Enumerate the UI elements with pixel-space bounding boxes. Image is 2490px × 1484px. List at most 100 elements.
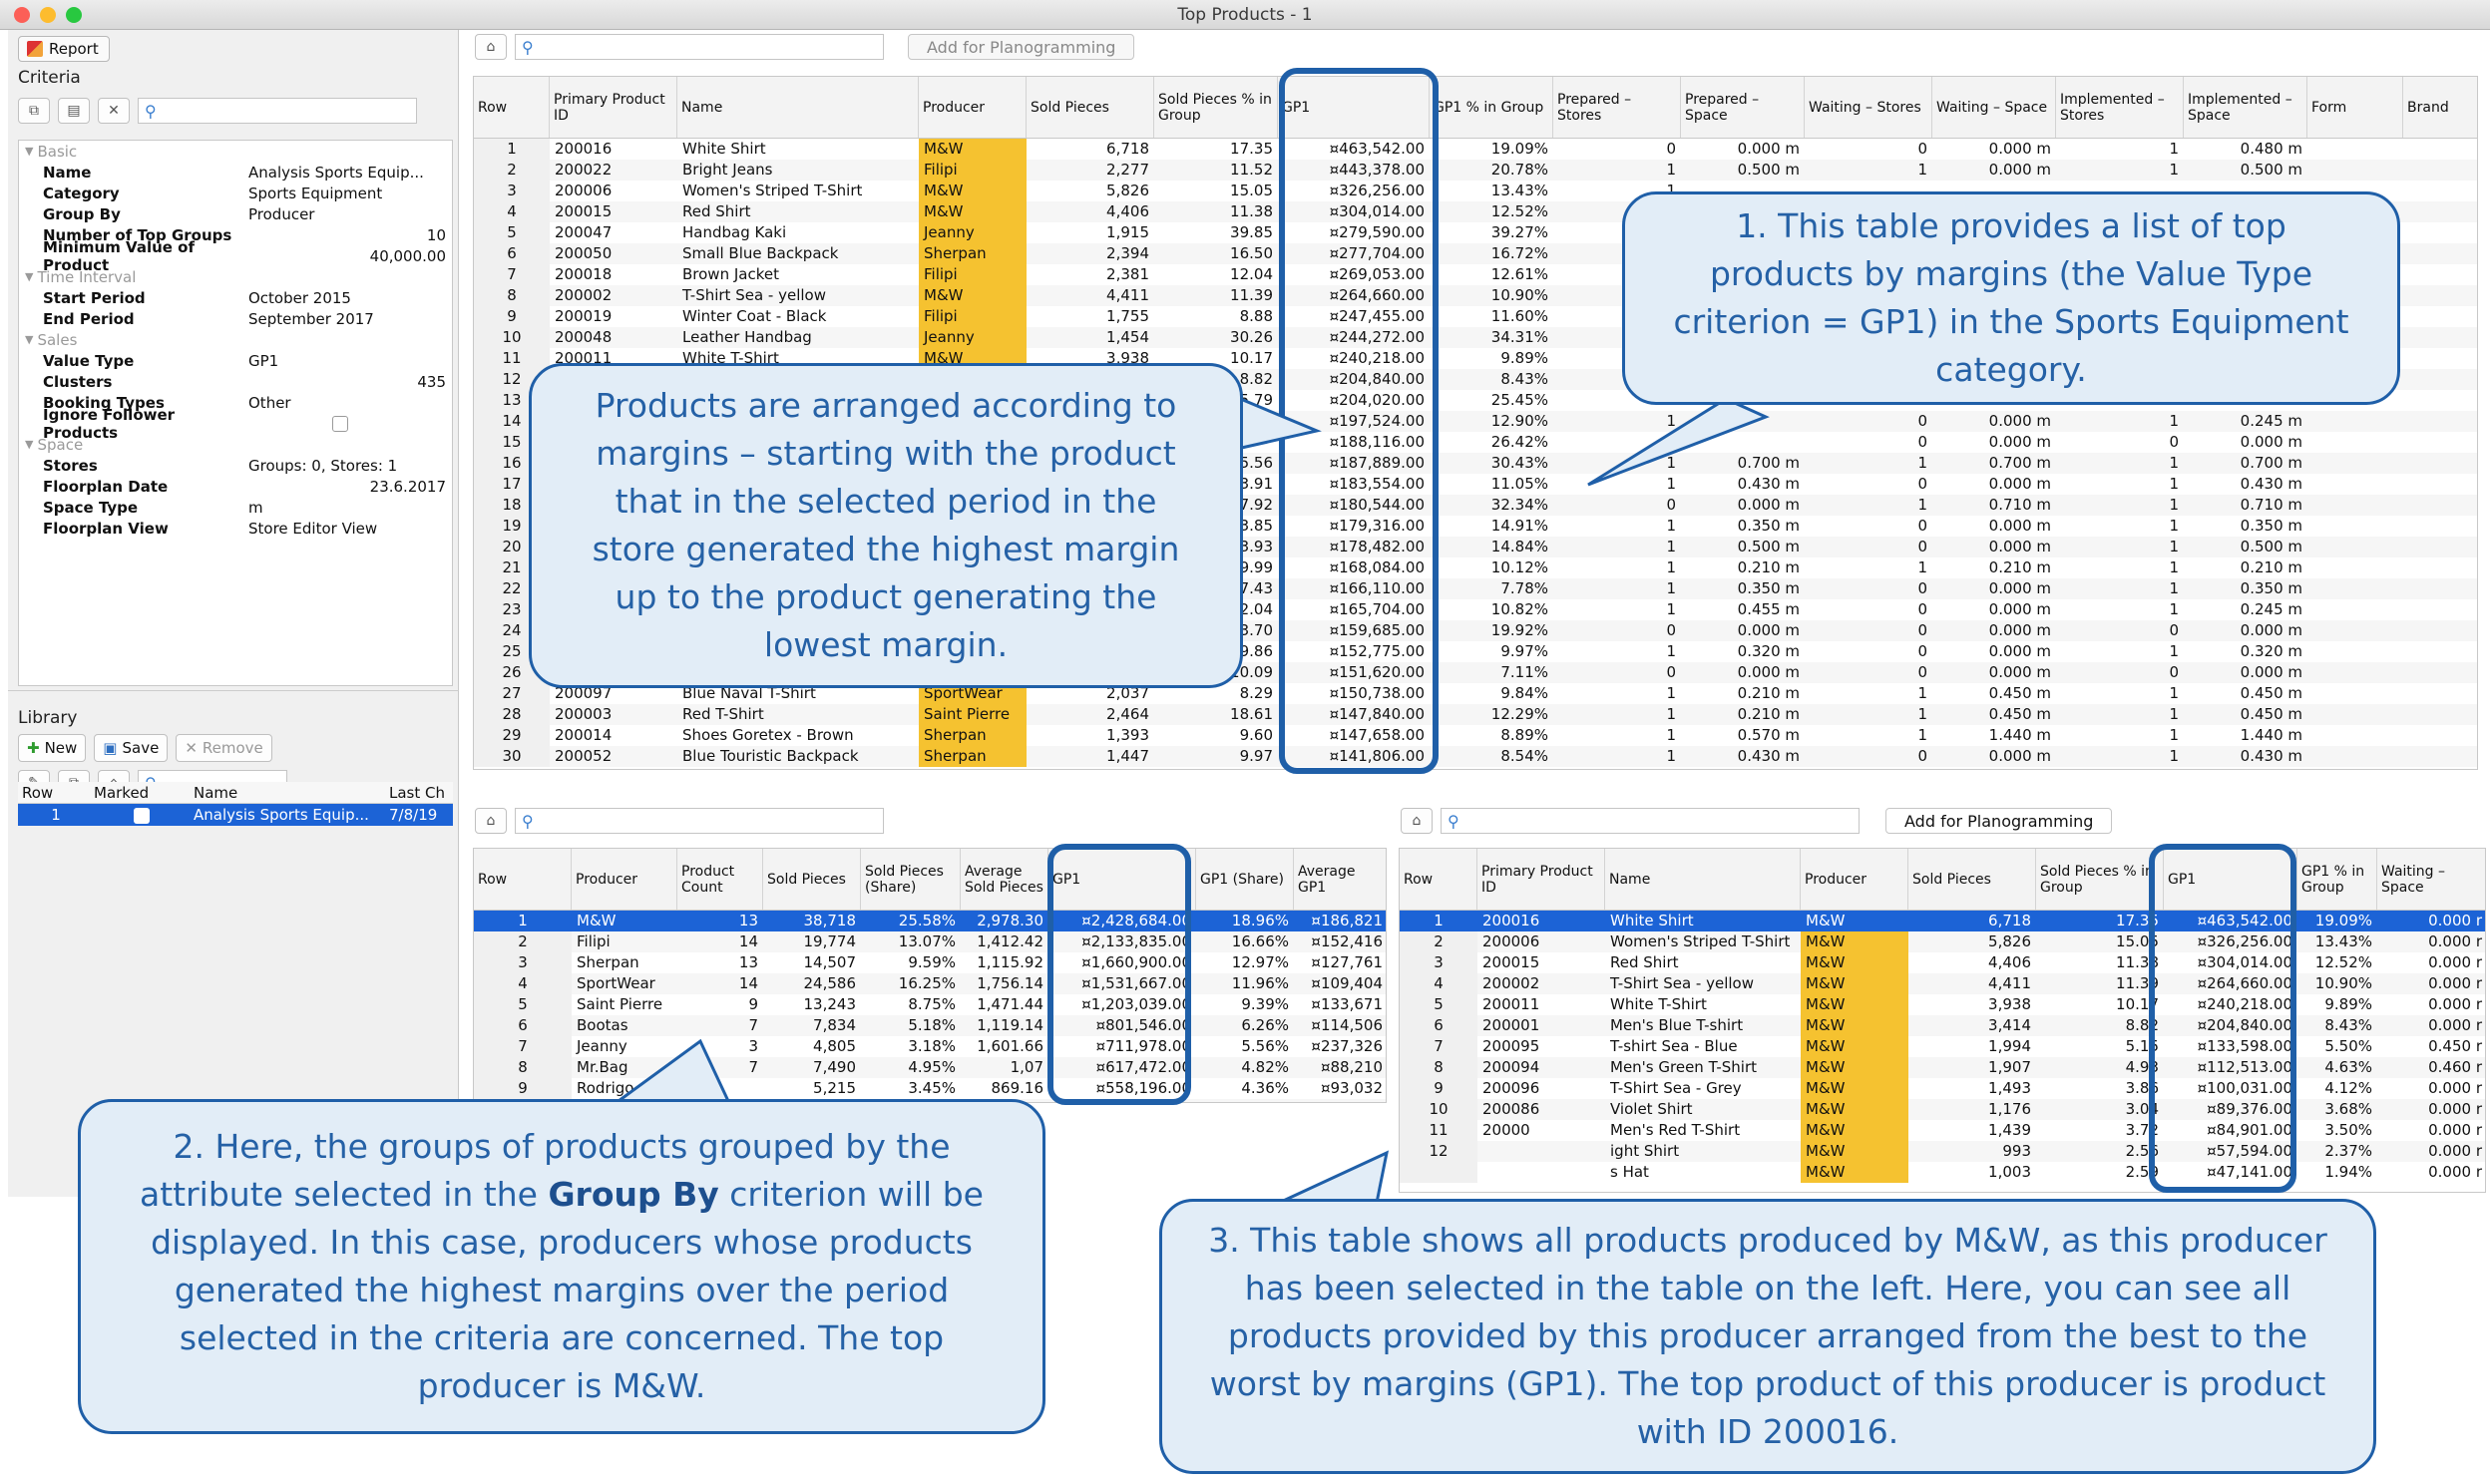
column-header[interactable]: Implemented – Space bbox=[2184, 77, 2307, 138]
column-header[interactable]: Brand bbox=[2403, 77, 2477, 138]
table-row[interactable]: 3 200006 Women's Striped T-Shirt M&W 5,826 15… bbox=[474, 181, 2477, 201]
column-header[interactable]: Average GP1 bbox=[1294, 849, 1386, 910]
table-row[interactable]: 3 Sherpan 13 14,507 9.59% 1,115.92 ¤1,660,900.… bbox=[474, 952, 1386, 973]
criteria-row[interactable]: Minimum Value of Product 40,000.00 bbox=[19, 238, 452, 274]
table-row[interactable]: 4 200002 T-Shirt Sea - yellow M&W 4,411 11.39… bbox=[1400, 973, 2485, 994]
table-row[interactable]: 2 200006 Women's Striped T-Shirt M&W 5,826 15… bbox=[1400, 931, 2485, 952]
column-header[interactable]: Producer bbox=[919, 77, 1027, 138]
clear-icon[interactable]: ✕ bbox=[98, 98, 130, 124]
table-row[interactable]: 1 200016 White Shirt M&W 6,718 17.35 ¤463,542.… bbox=[1400, 911, 2485, 931]
criteria-row[interactable]: Value Type GP1 bbox=[19, 350, 452, 371]
column-header[interactable]: Average Sold Pieces bbox=[961, 849, 1048, 910]
close-window-button[interactable] bbox=[14, 7, 30, 23]
ignore-follower-checkbox[interactable] bbox=[332, 415, 348, 432]
column-header[interactable]: Row bbox=[1400, 849, 1477, 910]
table-row[interactable]: 5 Saint Pierre 9 13,243 8.75% 1,471.44 ¤1,203,… bbox=[474, 994, 1386, 1015]
collapse-triangle-icon[interactable]: ▼ bbox=[25, 333, 34, 346]
marked-checkbox[interactable] bbox=[94, 806, 194, 824]
table-row[interactable]: 4 SportWear 14 24,586 16.25% 1,756.14 ¤1,531,6… bbox=[474, 973, 1386, 994]
column-header[interactable]: Form bbox=[2307, 77, 2403, 138]
criteria-row[interactable]: Number of Top Groups 10 bbox=[19, 224, 452, 245]
table-row[interactable]: 5 200047 Handbag Kaki Jeanny 1,915 39.85 ¤279,… bbox=[474, 222, 2477, 243]
criteria-row[interactable]: Start Period October 2015 bbox=[19, 287, 452, 308]
column-header[interactable]: GP1 % in Group bbox=[1430, 77, 1553, 138]
criteria-group-header[interactable]: ▼ Sales bbox=[19, 329, 452, 350]
column-header[interactable]: Waiting – Stores bbox=[1805, 77, 1932, 138]
criteria-row[interactable]: End Period September 2017 bbox=[19, 308, 452, 329]
col-row[interactable]: Row bbox=[22, 783, 54, 802]
criteria-row[interactable]: Space Type m bbox=[19, 497, 452, 518]
criteria-row[interactable]: Name Analysis Sports Equip... bbox=[19, 162, 452, 183]
criteria-group-header[interactable]: ▼ Time Interval bbox=[19, 266, 452, 287]
column-header[interactable]: Waiting – Space bbox=[2377, 849, 2485, 910]
criteria-row[interactable]: Booking Types Other bbox=[19, 392, 452, 413]
criteria-row[interactable]: Clusters 435 bbox=[19, 371, 452, 392]
column-header[interactable]: GP1 bbox=[2164, 849, 2297, 910]
table-row[interactable]: 8 Mr.Bag 7 7,490 4.95% 1,07 ¤617,472.00 4.82% ¤8… bbox=[474, 1057, 1386, 1078]
column-header[interactable]: Primary Product ID bbox=[1477, 849, 1605, 910]
add-for-planogramming-button-2[interactable]: Add for Planogramming bbox=[1885, 808, 2113, 834]
table-row[interactable]: 6 Bootas 7 7,834 5.18% 1,119.14 ¤801,546.00 6.2… bbox=[474, 1015, 1386, 1036]
producer-search-input[interactable]: ⚲ bbox=[1441, 808, 1860, 834]
table-row[interactable]: 27 200097 Blue Naval T-Shirt SportWear 2,037… bbox=[474, 683, 2477, 704]
table-row[interactable]: 9 Rodrigo 5,215 3.45% 869.16 ¤558,196.00 4.36%… bbox=[474, 1078, 1386, 1099]
column-header[interactable]: Sold Pieces % in Group bbox=[1154, 77, 1278, 138]
column-header[interactable]: GP1 (Share) bbox=[1196, 849, 1294, 910]
table-row[interactable]: 1 200016 White Shirt M&W 6,718 17.35 ¤463,542.… bbox=[474, 139, 2477, 160]
column-header[interactable]: Row bbox=[474, 77, 550, 138]
report-button[interactable]: Report bbox=[18, 36, 110, 62]
table-row[interactable]: 2 Filipi 14 19,774 13.07% 1,412.42 ¤2,133,835.… bbox=[474, 931, 1386, 952]
table-row[interactable]: 12 ight Shirt M&W 993 2.56 ¤57,594.00 2.37% 0.0… bbox=[1400, 1141, 2485, 1162]
table-row[interactable]: 5 200011 White T-Shirt M&W 3,938 10.17 ¤240,21… bbox=[1400, 994, 2485, 1015]
column-header[interactable]: Sold Pieces bbox=[763, 849, 861, 910]
save-button[interactable]: ▣ Save bbox=[94, 734, 169, 762]
criteria-row[interactable]: Floorplan View Store Editor View bbox=[19, 518, 452, 539]
add-for-planogramming-button[interactable]: Add for Planogramming bbox=[908, 34, 1135, 60]
table-row[interactable]: 10 200086 Violet Shirt M&W 1,176 3.04 ¤89,376.… bbox=[1400, 1099, 2485, 1120]
paste-icon[interactable]: ▤ bbox=[58, 98, 90, 124]
minimize-window-button[interactable] bbox=[40, 7, 56, 23]
criteria-group-header[interactable]: ▼ Basic bbox=[19, 141, 452, 162]
criteria-search-input[interactable]: ⚲ bbox=[138, 98, 417, 124]
table-row[interactable]: 9 200019 Winter Coat - Black Filipi 1,755 8.8… bbox=[474, 306, 2477, 327]
table-row[interactable]: s Hat M&W 1,003 2.59 ¤47,141.00 1.94% 0.000 r bbox=[1400, 1162, 2485, 1183]
table-row[interactable]: 1 M&W 13 38,718 25.58% 2,978.30 ¤2,428,684.00 1… bbox=[474, 911, 1386, 931]
table-row[interactable]: 28 200003 Red T-Shirt Saint Pierre 2,464 18.6… bbox=[474, 704, 2477, 725]
column-header[interactable]: Prepared – Stores bbox=[1553, 77, 1681, 138]
collapse-triangle-icon[interactable]: ▼ bbox=[25, 438, 34, 451]
table-row[interactable]: 7 200018 Brown Jacket Filipi 2,381 12.04 ¤269,… bbox=[474, 264, 2477, 285]
collapse-triangle-icon[interactable]: ▼ bbox=[25, 270, 34, 283]
table-row[interactable]: 7 Jeanny 3 4,805 3.18% 1,601.66 ¤711,978.00 5.5… bbox=[474, 1036, 1386, 1057]
column-header[interactable]: GP1 bbox=[1048, 849, 1196, 910]
column-header[interactable]: Producer bbox=[572, 849, 677, 910]
table-row[interactable]: 7 200095 T-shirt Sea - Blue M&W 1,994 5.15 ¤13… bbox=[1400, 1036, 2485, 1057]
library-row[interactable]: 1 Analysis Sports Equip... 7/8/19 bbox=[18, 804, 453, 826]
col-marked[interactable]: Marked bbox=[94, 783, 150, 802]
column-header[interactable]: Primary Product ID bbox=[550, 77, 677, 138]
planogram-icon[interactable]: ⌂ bbox=[475, 808, 507, 834]
criteria-row[interactable]: Ignore Follower Products bbox=[19, 406, 452, 442]
col-last-changed[interactable]: Last Ch bbox=[389, 783, 445, 802]
column-header[interactable]: Sold Pieces bbox=[1908, 849, 2036, 910]
remove-button[interactable]: ✕ Remove bbox=[176, 734, 272, 762]
criteria-row[interactable]: Floorplan Date 23.6.2017 bbox=[19, 476, 452, 497]
column-header[interactable]: Prepared – Space bbox=[1681, 77, 1805, 138]
groups-search-input[interactable]: ⚲ bbox=[515, 808, 884, 834]
table-row[interactable]: 29 200014 Shoes Goretex - Brown Sherpan 1,39… bbox=[474, 725, 2477, 746]
top-search-input[interactable]: ⚲ bbox=[515, 34, 884, 60]
new-button[interactable]: ✚ New bbox=[18, 734, 87, 762]
splitter[interactable] bbox=[8, 690, 459, 698]
table-row[interactable]: 3 200015 Red Shirt M&W 4,406 11.38 ¤304,014.00… bbox=[1400, 952, 2485, 973]
column-header[interactable]: Name bbox=[677, 77, 919, 138]
collapse-triangle-icon[interactable]: ▼ bbox=[25, 145, 34, 158]
table-row[interactable]: 30 200052 Blue Touristic Backpack Sherpan 1,… bbox=[474, 746, 2477, 767]
column-header[interactable]: Producer bbox=[1801, 849, 1908, 910]
copy-icon[interactable]: ⧉ bbox=[18, 98, 50, 124]
zoom-window-button[interactable] bbox=[66, 7, 82, 23]
column-header[interactable]: Sold Pieces (Share) bbox=[861, 849, 961, 910]
column-header[interactable]: Name bbox=[1605, 849, 1801, 910]
criteria-row[interactable]: Group By Producer bbox=[19, 203, 452, 224]
column-header[interactable]: GP1 bbox=[1278, 77, 1430, 138]
column-header[interactable]: Row bbox=[474, 849, 572, 910]
